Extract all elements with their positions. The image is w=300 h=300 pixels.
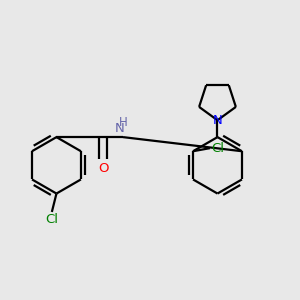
Text: Cl: Cl [212, 142, 224, 155]
Text: Cl: Cl [45, 214, 58, 226]
Text: N: N [115, 122, 124, 135]
Text: N: N [213, 114, 222, 127]
Text: O: O [98, 162, 108, 175]
Text: H: H [118, 116, 127, 130]
